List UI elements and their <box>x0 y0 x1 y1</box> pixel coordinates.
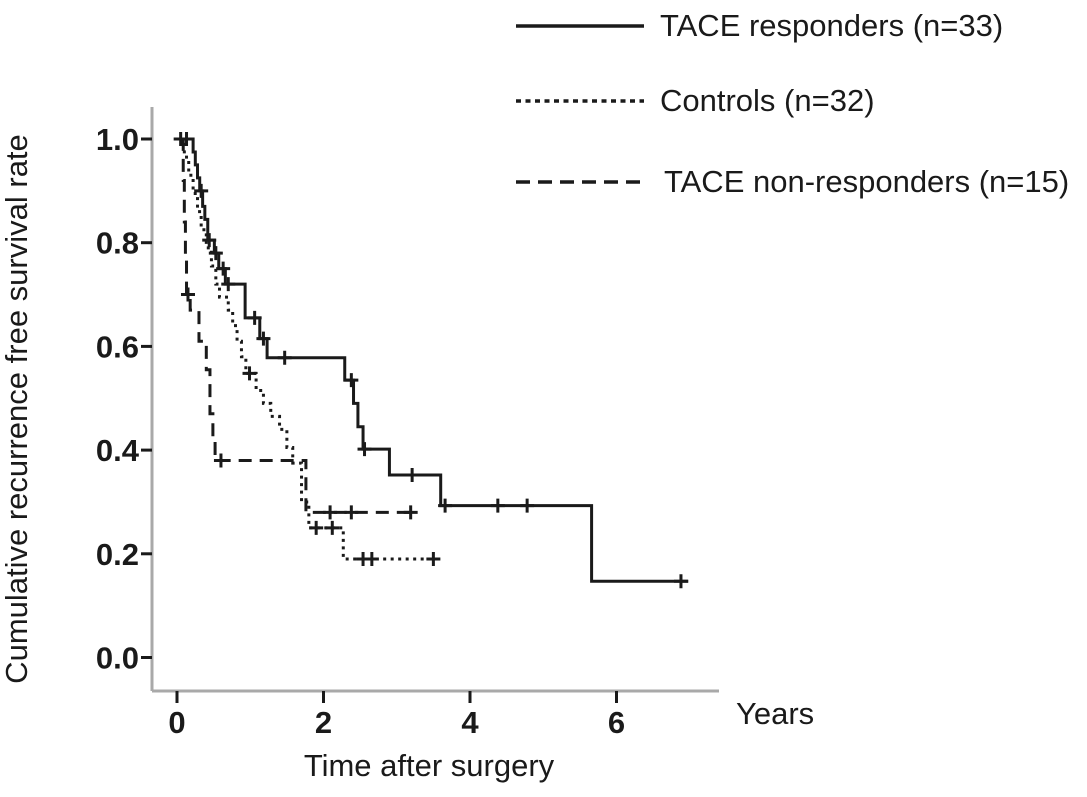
km-curve-dotted <box>180 137 438 561</box>
y-tick-label: 0.0 <box>96 641 139 676</box>
x-tick-label: 6 <box>608 705 625 740</box>
legend-item-tace-responders: TACE responders (n=33) <box>515 8 1003 44</box>
y-tick-label: 0.4 <box>96 433 140 468</box>
solid-line-sample-icon <box>516 24 644 28</box>
legend-label: TACE responders (n=33) <box>660 8 1004 43</box>
legend-label: Controls (n=32) <box>660 83 875 118</box>
x-tick-label: 4 <box>461 705 479 740</box>
x-tick-label: 2 <box>315 705 332 740</box>
y-tick-label: 0.6 <box>96 329 139 364</box>
x-axis-unit-label: Years <box>736 696 815 731</box>
legend-item-controls: Controls (n=32) <box>515 83 875 119</box>
censor-marks-dotted <box>242 366 441 566</box>
y-tick-label: 0.2 <box>96 537 139 572</box>
x-tick-label: 0 <box>168 705 185 740</box>
y-axis-title: Cumulative recurrence free survival rate <box>0 134 34 684</box>
km-curve-dashed <box>181 137 418 514</box>
y-tick-label: 1.0 <box>96 122 139 157</box>
legend-item-tace-non-responders: TACE non-responders (n=15) <box>515 164 1069 200</box>
censor-marks-dashed <box>180 287 418 520</box>
dotted-line-sample-icon <box>516 99 644 103</box>
dashed-line-sample-icon <box>516 180 648 184</box>
y-tick-label: 0.8 <box>96 226 139 261</box>
censor-marks-solid <box>173 132 688 589</box>
x-axis-title: Time after surgery <box>303 748 555 783</box>
legend-label: TACE non-responders (n=15) <box>664 164 1070 199</box>
km-curve-solid <box>179 137 689 583</box>
